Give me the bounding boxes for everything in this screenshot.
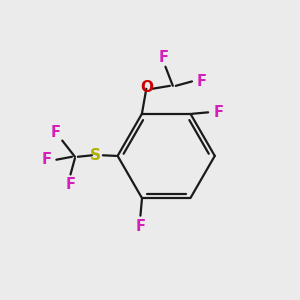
Text: S: S	[89, 148, 100, 163]
Text: F: F	[135, 219, 146, 234]
Text: F: F	[214, 105, 224, 120]
Text: F: F	[41, 152, 51, 167]
Text: F: F	[65, 177, 76, 192]
Text: F: F	[50, 125, 61, 140]
Text: F: F	[159, 50, 169, 65]
Text: F: F	[196, 74, 206, 89]
Text: O: O	[140, 80, 153, 95]
